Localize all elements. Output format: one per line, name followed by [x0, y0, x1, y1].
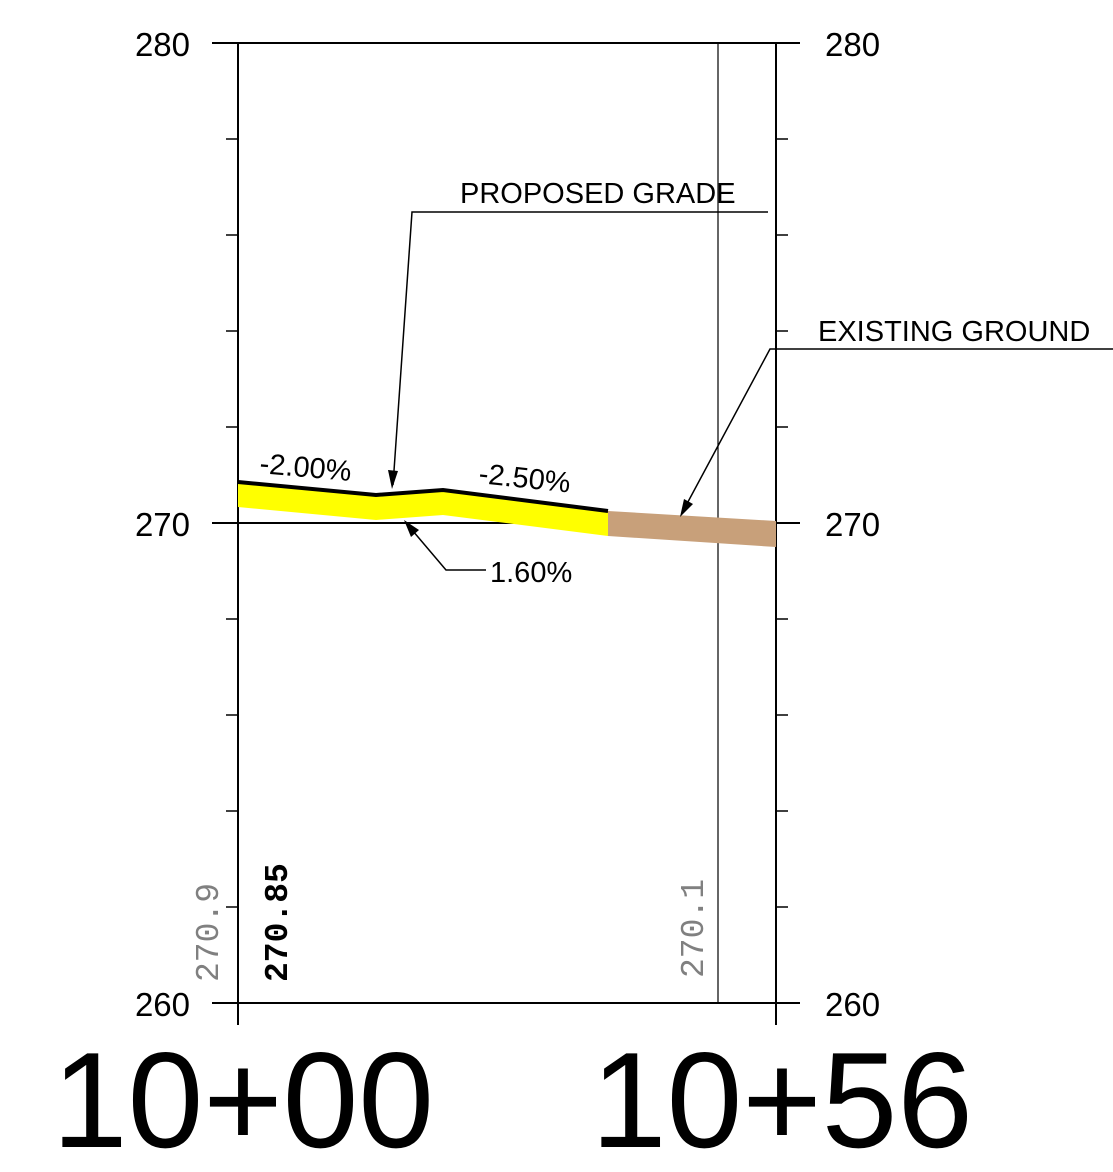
existing-ground-fill: [608, 511, 776, 547]
elev-label-top-left: 280: [135, 26, 190, 63]
callout-arrowheads: [388, 470, 693, 537]
proposed-section-fill: [238, 483, 608, 536]
subgrade-slope-arrowhead: [404, 520, 419, 537]
elev-value-proposed-start: 270.85: [260, 863, 297, 982]
elev-label-mid-right: 270: [825, 506, 880, 543]
proposed-grade-leader: [392, 211, 768, 486]
callout-leaders: [392, 211, 1113, 571]
proposed-grade-arrowhead: [388, 470, 398, 489]
elev-label-top-right: 280: [825, 26, 880, 63]
subgrade-slope-leader: [406, 523, 486, 571]
axis-ticks: [226, 138, 788, 908]
proposed-grade-label: PROPOSED GRADE: [460, 178, 736, 210]
slope-label-subgrade: 1.60%: [490, 557, 572, 589]
slope-label-first: -2.00%: [258, 448, 352, 488]
existing-ground-arrowhead: [680, 499, 693, 517]
elev-label-bottom-left: 260: [135, 986, 190, 1023]
proposed-grade-line: [237, 480, 609, 513]
station-label-end: 10+56: [591, 1024, 973, 1172]
station-label-start: 10+00: [52, 1024, 434, 1172]
elev-value-existing-mid: 270.1: [676, 879, 713, 978]
existing-ground-leader: [681, 348, 1113, 514]
existing-ground-label: EXISTING GROUND: [818, 316, 1090, 348]
elev-value-existing-start: 270.9: [191, 883, 228, 982]
slope-label-second: -2.50%: [477, 458, 572, 499]
elev-label-mid-left: 270: [135, 506, 190, 543]
elev-label-bottom-right: 260: [825, 986, 880, 1023]
